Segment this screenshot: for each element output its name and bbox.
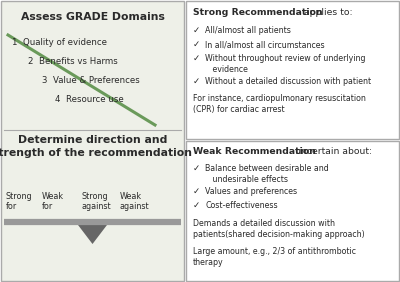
FancyBboxPatch shape xyxy=(186,141,399,281)
Text: ✓: ✓ xyxy=(193,40,200,49)
Text: 1  Quality of evidence: 1 Quality of evidence xyxy=(12,38,107,47)
Text: For instance, cardiopulmonary resuscitation
(CPR) for cardiac arrest: For instance, cardiopulmonary resuscitat… xyxy=(193,94,366,114)
Text: ✓: ✓ xyxy=(193,187,200,196)
Text: applies to:: applies to: xyxy=(301,8,353,17)
Text: Balance between desirable and
   undesirable effects: Balance between desirable and undesirabl… xyxy=(205,164,329,184)
Text: Weak
against: Weak against xyxy=(120,192,150,212)
Text: Demands a detailed discussion with
patients(shared decision-making approach): Demands a detailed discussion with patie… xyxy=(193,219,365,239)
Text: Values and preferences: Values and preferences xyxy=(205,187,297,196)
Text: Large amount, e.g., 2/3 of antithrombotic
therapy: Large amount, e.g., 2/3 of antithromboti… xyxy=(193,247,356,267)
Text: Cost-effectiveness: Cost-effectiveness xyxy=(205,201,278,210)
FancyBboxPatch shape xyxy=(1,1,184,281)
Text: 2  Benefits vs Harms: 2 Benefits vs Harms xyxy=(28,57,118,66)
Polygon shape xyxy=(76,223,108,244)
Text: Without throughout review of underlying
   evidence: Without throughout review of underlying … xyxy=(205,54,366,74)
Text: ✓: ✓ xyxy=(193,201,200,210)
Text: All/almost all patients: All/almost all patients xyxy=(205,26,291,35)
Text: Strong
for: Strong for xyxy=(6,192,33,212)
FancyBboxPatch shape xyxy=(186,1,399,139)
Text: ✓: ✓ xyxy=(193,54,200,63)
Text: Weak Recommendation: Weak Recommendation xyxy=(193,147,316,156)
Text: Strong
against: Strong against xyxy=(82,192,112,212)
Text: : uncertain about:: : uncertain about: xyxy=(289,147,372,156)
Text: Strong Recommendation: Strong Recommendation xyxy=(193,8,323,17)
Text: ✓: ✓ xyxy=(193,164,200,173)
Text: Without a detailed discussion with patient: Without a detailed discussion with patie… xyxy=(205,77,371,86)
Text: In all/almost all circumstances: In all/almost all circumstances xyxy=(205,40,325,49)
Text: ✓: ✓ xyxy=(193,77,200,86)
Text: 3  Value & Preferences: 3 Value & Preferences xyxy=(42,76,140,85)
Text: Assess GRADE Domains: Assess GRADE Domains xyxy=(20,12,164,22)
Text: Determine direction and
strength of the recommendation: Determine direction and strength of the … xyxy=(0,135,192,158)
Text: ✓: ✓ xyxy=(193,26,200,35)
Text: 4  Resource use: 4 Resource use xyxy=(55,95,124,104)
Text: Weak
for: Weak for xyxy=(42,192,64,212)
